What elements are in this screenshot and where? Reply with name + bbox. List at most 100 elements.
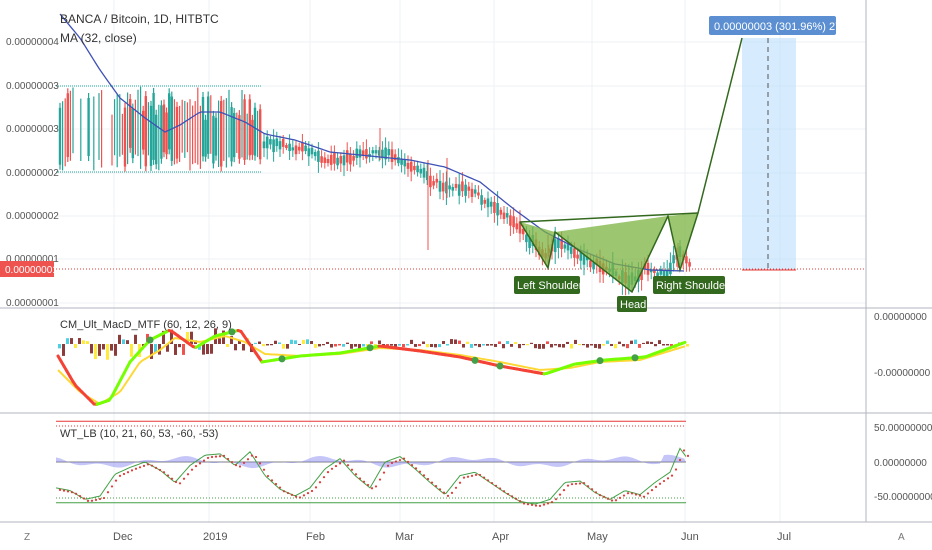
candle-body	[425, 171, 429, 181]
wt2-dot	[270, 479, 274, 482]
macd-histogram-bar	[186, 331, 189, 344]
candle-body	[358, 149, 362, 158]
macd-legend[interactable]: CM_Ult_MacD_MTF (60, 12, 26, 9)	[60, 319, 232, 331]
pattern-outline	[519, 37, 743, 294]
macd-histogram-bar	[450, 339, 453, 344]
candle-body	[393, 154, 397, 161]
candle-body	[387, 149, 391, 156]
wt2-dot	[530, 503, 534, 507]
wt2-dot	[602, 495, 606, 499]
main-price-pane[interactable]	[56, 13, 866, 296]
wt2-dot	[398, 458, 402, 462]
candle-body	[592, 262, 595, 270]
wt2-dot	[114, 479, 118, 482]
time-axis[interactable]: Dec 2019 Feb Mar Apr May Jun Jul	[113, 531, 791, 543]
wt2-dot	[194, 464, 198, 468]
macd-histogram-bar	[286, 344, 289, 349]
candle-body	[473, 189, 477, 194]
macd-histogram-bar	[126, 340, 129, 344]
candle-body	[333, 153, 336, 164]
candle-body	[87, 97, 90, 157]
macd-histogram-bar	[426, 344, 429, 348]
candle-body	[397, 157, 400, 164]
macd-histogram-bar	[598, 344, 601, 349]
macd-histogram-bar	[390, 344, 393, 346]
price-axis[interactable]: 0.00000004 0.00000003 0.00000003 0.00000…	[6, 37, 59, 309]
right-shoulder-label-group[interactable]: Right Shoulder	[653, 276, 729, 294]
candle-body	[313, 151, 317, 157]
wt-tick-label: -50.00000000	[874, 492, 932, 503]
wt2-dot	[482, 476, 486, 479]
macd-histogram-bar	[466, 341, 469, 344]
time-tick-label: Jul	[777, 531, 791, 543]
macd-histogram-bar	[350, 344, 353, 349]
wt2-dot	[610, 499, 614, 502]
wt2-dot	[490, 481, 494, 485]
wt2-dot	[618, 496, 622, 500]
head-label-group[interactable]: Head	[617, 296, 647, 312]
macd-histogram-bar	[70, 338, 73, 344]
macd-histogram-bar	[218, 338, 221, 344]
wt2-dot	[74, 492, 78, 495]
wt2-dot	[458, 481, 462, 484]
wt2-dot	[462, 476, 466, 479]
head-box	[617, 296, 647, 312]
wt2-dot	[634, 493, 638, 496]
candle-body	[297, 146, 301, 151]
candle-body	[204, 119, 207, 157]
wt2-dot	[222, 454, 226, 457]
macd-histogram-bar	[306, 339, 309, 344]
wt2-dot	[582, 481, 586, 485]
left-shoulder-label-group[interactable]: Left Shoulder	[514, 276, 583, 294]
projection-tooltip-box	[709, 16, 836, 35]
macd-histogram-bar	[626, 344, 629, 349]
wt-area	[56, 454, 686, 469]
wt2-dot	[142, 464, 146, 467]
candle-body	[352, 155, 355, 161]
macd-histogram-bar	[634, 339, 637, 344]
wt2-dot	[230, 460, 234, 464]
macd-histogram-bar	[622, 344, 625, 347]
candle-body	[505, 213, 509, 218]
wt-legend[interactable]: WT_LB (10, 21, 60, 53, -60, -53)	[60, 428, 218, 440]
macd-histogram-bar	[462, 344, 465, 348]
wt2-dot	[330, 467, 334, 470]
projection-tooltip-text: 0.00000003 (301.96%) 2734	[714, 21, 853, 33]
macd-histogram-bar	[578, 344, 581, 346]
wt2-dot	[202, 459, 206, 462]
macd-histogram-bar	[342, 344, 345, 347]
price-tick-label: 0.00000002	[6, 168, 59, 179]
macd-histogram-bar	[494, 344, 497, 347]
symbol-title[interactable]: BANCA / Bitcoin, 1D, HITBTC	[60, 12, 219, 26]
wt2-dot	[182, 477, 186, 480]
macd-histogram-bar	[274, 340, 277, 344]
wt2-dot	[266, 474, 270, 478]
macd-histogram-bar	[550, 344, 553, 348]
ma-legend[interactable]: MA (32, close)	[60, 31, 137, 45]
wt2-dot	[78, 495, 82, 498]
wt-pane[interactable]	[55, 420, 690, 507]
candle-body	[288, 143, 291, 152]
macd-histogram-bar	[394, 344, 397, 347]
macd-histogram-bar	[446, 344, 449, 346]
time-tick-label: Jun	[681, 531, 699, 543]
wt2-dot	[158, 468, 162, 472]
macd-cross-dot	[228, 328, 236, 336]
wt2-dot	[546, 502, 550, 505]
macd-histogram-bar	[230, 336, 233, 344]
wt2-dot	[626, 492, 630, 495]
wt2-dot	[510, 495, 514, 498]
macd-histogram-bar	[354, 344, 357, 347]
macd-pane[interactable]	[56, 328, 689, 406]
projection-tooltip[interactable]: 0.00000003 (301.96%) 2734	[709, 16, 853, 35]
macd-histogram-bar	[430, 344, 433, 348]
wt2-dot	[334, 464, 338, 468]
wt2-dot	[538, 504, 542, 507]
macd-histogram-bar	[614, 344, 617, 349]
macd-histogram-bar	[314, 344, 317, 348]
macd-histogram-bar	[546, 341, 549, 344]
auto-scale-button[interactable]: A	[898, 532, 905, 543]
zoom-button[interactable]: Z	[24, 532, 30, 543]
wt2-dot	[278, 486, 282, 489]
